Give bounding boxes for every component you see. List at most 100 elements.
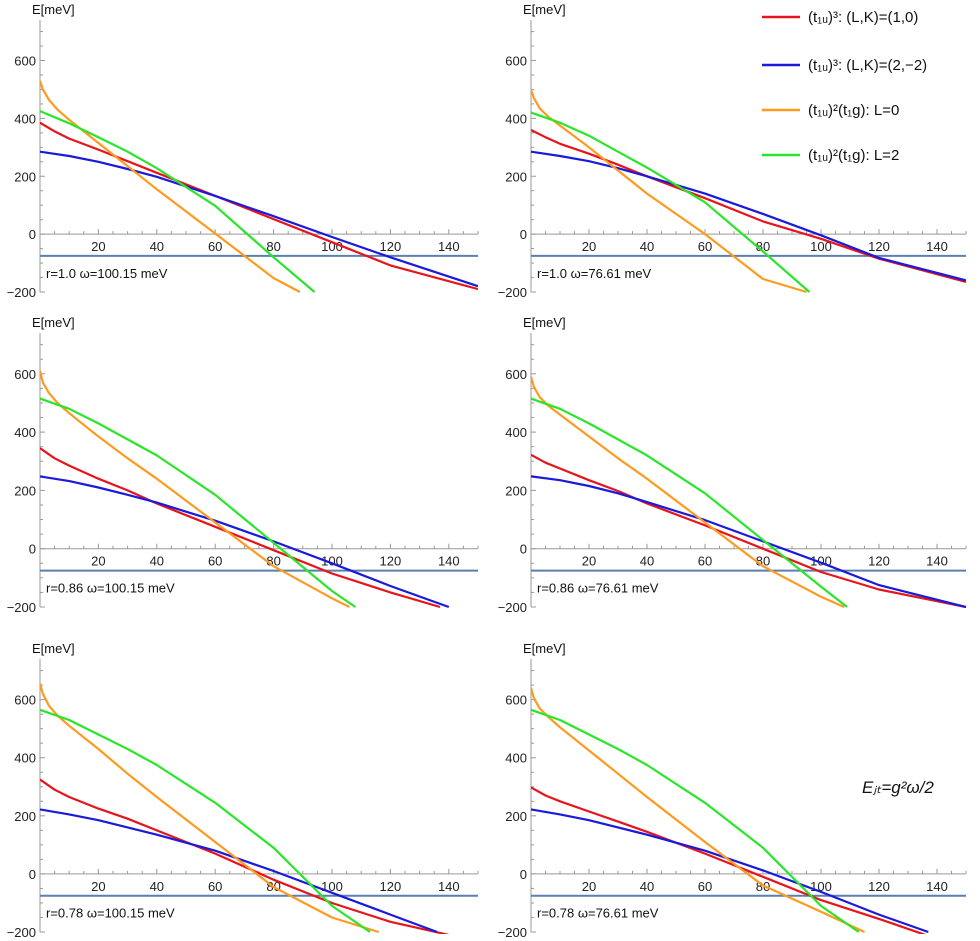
x-tick-label: 100 [321,239,343,254]
y-tick-label: −200 [498,285,527,300]
series-line-1 [40,778,450,934]
x-tick-label: 140 [438,239,460,254]
panel-annotation: r=0.78 ω=76.61 meV [537,906,659,921]
series-group [531,89,966,294]
panel-annotation: r=0.86 ω=100.15 meV [46,581,175,596]
x-tick-label: 60 [208,239,222,254]
legend-entry-2: (t₁ᵤ)³: (L,K)=(2,−2) [762,57,927,74]
y-tick-label: 400 [505,425,527,440]
y-tick-label: 400 [505,751,527,766]
x-tick-label: 40 [150,239,164,254]
x-tick-label: 40 [150,879,164,894]
series-line-3 [531,89,807,294]
series-line-4 [531,111,811,293]
y-tick-label: 600 [14,367,36,382]
y-tick-label: 0 [29,867,36,882]
y-tick-label: 0 [520,867,527,882]
legend-label-4: (t₁ᵤ)²(t₁g): L=2 [808,147,899,164]
series-line-3 [531,376,845,609]
y-tick-label: 600 [505,54,527,69]
x-tick-label: 20 [91,554,105,569]
legend-label-3: (t₁ᵤ)²(t₁g): L=0 [808,102,899,119]
y-tick-label: 400 [14,111,36,126]
x-tick-label: 40 [640,239,654,254]
x-tick-label: 20 [582,879,596,894]
series-line-2 [531,808,929,934]
panel-annotation: r=1.0 ω=76.61 meV [537,266,652,281]
y-tick-label: 200 [14,483,36,498]
y-tick-label: 0 [29,227,36,242]
x-tick-label: 60 [698,879,712,894]
y-tick-label: −200 [498,600,527,615]
panel-1: −200 0 200 400 600 20 40 60 80 100 120 140 E[meV] r=1… [7,2,479,300]
panel-annotation: r=0.78 ω=100.15 meV [46,906,175,921]
y-tick-label: 0 [29,542,36,557]
x-tick-label: 100 [810,239,832,254]
y-axis-label: E[meV] [32,641,75,656]
legend-label-2: (t₁ᵤ)³: (L,K)=(2,−2) [808,57,927,74]
x-tick-label: 80 [756,554,770,569]
x-tick-label: 20 [582,239,596,254]
panel-2: −200 0 200 400 600 20 40 60 80 100 120 140 E[meV] r=1… [498,2,967,300]
series-line-2 [40,808,438,934]
y-tick-label: −200 [498,925,527,940]
x-tick-label: 140 [438,879,460,894]
y-tick-label: 400 [14,425,36,440]
x-tick-label: 40 [640,554,654,569]
x-tick-label: 20 [91,879,105,894]
legend: (t₁ᵤ)³: (L,K)=(1,0) (t₁ᵤ)³: (L,K)=(2,−2)… [762,9,927,164]
x-tick-label: 40 [150,554,164,569]
panel-annotation: r=1.0 ω=100.15 meV [46,266,168,281]
x-tick-label: 140 [926,554,948,569]
legend-entry-4: (t₁ᵤ)²(t₁g): L=2 [762,147,899,164]
x-tick-label: 40 [640,879,654,894]
series-line-4 [531,708,860,933]
y-tick-label: 600 [505,367,527,382]
legend-label-1: (t₁ᵤ)³: (L,K)=(1,0) [808,9,918,26]
y-tick-label: 0 [520,227,527,242]
x-tick-label: 120 [868,879,890,894]
series-line-2 [531,475,966,609]
x-tick-label: 140 [926,239,948,254]
y-tick-label: 600 [14,693,36,708]
y-axis-label: E[meV] [523,315,566,330]
x-tick-label: 140 [438,554,460,569]
x-tick-label: 120 [868,554,890,569]
series-group [40,370,450,609]
y-tick-label: −200 [7,600,36,615]
panel-annotation: r=0.86 ω=76.61 meV [537,581,659,596]
y-tick-label: 600 [505,693,527,708]
series-line-1 [531,786,926,934]
y-tick-label: −200 [7,285,36,300]
series-line-4 [40,708,371,933]
y-axis-label: E[meV] [32,315,75,330]
legend-entry-3: (t₁ᵤ)²(t₁g): L=0 [762,102,899,119]
x-tick-label: 80 [756,239,770,254]
y-tick-label: 200 [505,169,527,184]
series-line-4 [40,397,357,608]
y-tick-label: 200 [505,483,527,498]
x-tick-label: 80 [266,239,280,254]
y-axis-label: E[meV] [523,641,566,656]
y-axis-label: E[meV] [523,2,566,17]
y-tick-label: −200 [7,925,36,940]
x-tick-label: 120 [380,879,402,894]
y-tick-label: 0 [520,542,527,557]
x-tick-label: 60 [698,554,712,569]
y-tick-label: 400 [505,111,527,126]
series-line-1 [40,121,478,291]
y-tick-label: 200 [14,809,36,824]
series-line-3 [531,687,865,933]
x-tick-label: 120 [868,239,890,254]
x-tick-label: 60 [208,554,222,569]
series-group [40,80,478,293]
series-line-3 [40,80,301,293]
series-line-3 [40,370,350,608]
series-line-4 [40,110,316,293]
